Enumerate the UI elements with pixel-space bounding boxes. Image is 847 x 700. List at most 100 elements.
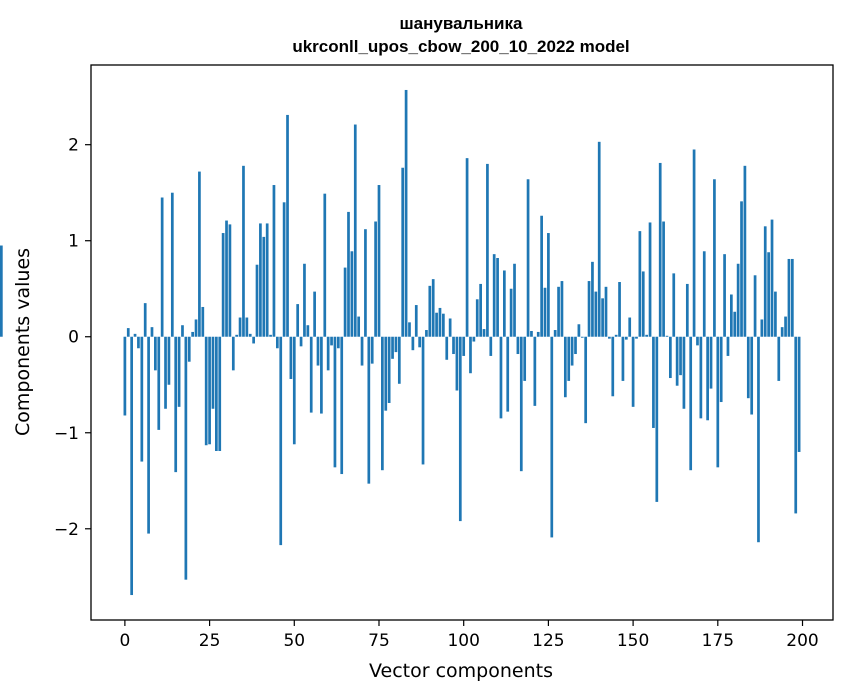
bar-component-141 xyxy=(601,298,604,337)
bar-component-192 xyxy=(774,291,777,337)
bar-component-167 xyxy=(689,336,693,471)
bar-component-128 xyxy=(557,286,560,337)
bar-component-168 xyxy=(692,149,696,337)
bar-component-69 xyxy=(357,316,361,337)
bar-component-127 xyxy=(553,330,557,337)
bar-component-123 xyxy=(540,215,543,337)
x-tick-label: 25 xyxy=(199,631,221,651)
bar-component-144 xyxy=(611,336,615,397)
bar-component-16 xyxy=(177,336,181,407)
y-tick-label: −1 xyxy=(54,424,79,444)
bar-component-67 xyxy=(350,251,354,337)
bar-component-162 xyxy=(672,273,676,337)
bar-component-198 xyxy=(794,336,798,514)
x-axis-label: Vector components xyxy=(369,660,553,682)
bar-component-126 xyxy=(550,336,554,538)
bar-component-191 xyxy=(770,219,774,337)
bar-component-149 xyxy=(628,317,632,337)
bar-component-138 xyxy=(591,261,594,337)
bar-component-124 xyxy=(543,287,547,337)
bar-component-92 xyxy=(435,312,438,337)
bar-component-42 xyxy=(265,223,269,337)
bar-component-100 xyxy=(462,336,466,356)
bar-component-181 xyxy=(736,263,740,337)
bar-component-17 xyxy=(181,325,184,337)
bar-component-46 xyxy=(279,336,283,546)
bar-component-33 xyxy=(235,334,239,337)
bar-component-111 xyxy=(499,336,503,419)
bar-component-36 xyxy=(245,317,249,337)
bar-component-125 xyxy=(547,233,550,337)
bar-component-20 xyxy=(191,331,194,337)
bar-component-37 xyxy=(248,333,252,337)
bar-component-117 xyxy=(519,336,523,472)
bar-component-28 xyxy=(218,336,222,451)
bar-component-193 xyxy=(777,336,781,381)
bar-component-107 xyxy=(486,163,489,337)
bar-component-146 xyxy=(618,282,621,337)
bar-component-74 xyxy=(374,221,377,337)
bar-component-63 xyxy=(336,336,340,349)
bar-component-29 xyxy=(221,233,225,337)
x-tick-label: 100 xyxy=(447,631,479,651)
bar-component-163 xyxy=(675,336,679,386)
bar-component-190 xyxy=(767,252,770,337)
bar-component-84 xyxy=(408,322,411,337)
bar-component-58 xyxy=(320,336,323,414)
bar-component-10 xyxy=(157,336,161,430)
bar-component-148 xyxy=(624,336,628,340)
bar-component-113 xyxy=(506,336,510,412)
bar-component-173 xyxy=(709,336,713,389)
bar-component-172 xyxy=(706,336,709,421)
bar-component-68 xyxy=(353,124,357,337)
bar-component-170 xyxy=(699,336,703,419)
bar-component-78 xyxy=(387,336,391,403)
bar-component-103 xyxy=(472,336,476,342)
bar-component-31 xyxy=(228,224,232,337)
bar-component-38 xyxy=(252,336,255,344)
bar-component-4 xyxy=(137,336,140,349)
y-tick-label: 0 xyxy=(68,328,79,348)
bar-component-153 xyxy=(641,271,645,337)
bar-component-197 xyxy=(790,258,794,337)
bar-component-70 xyxy=(360,336,364,366)
bar-component-76 xyxy=(381,336,384,471)
bar-component-110 xyxy=(496,258,499,337)
bar-component-40 xyxy=(259,223,262,337)
bar-component-54 xyxy=(306,325,310,337)
bar-component-86 xyxy=(414,305,418,337)
y-axis-label: Components values xyxy=(12,248,34,436)
x-tick-label: 0 xyxy=(119,631,130,651)
bar-component-119 xyxy=(526,179,530,337)
bar-component-25 xyxy=(208,336,211,445)
bar-component-135 xyxy=(580,336,584,338)
bar-component-101 xyxy=(465,158,469,337)
bar-component-26 xyxy=(211,336,215,409)
bar-component-120 xyxy=(530,330,533,337)
bar-component-34 xyxy=(238,317,242,337)
bar-component-71 xyxy=(364,229,367,337)
bar-component-187 xyxy=(757,336,760,543)
bar-component-114 xyxy=(509,288,513,337)
bar-component-112 xyxy=(503,270,506,337)
bar-component-2 xyxy=(130,336,134,596)
bar-component-83 xyxy=(404,89,408,337)
bar-component-199 xyxy=(797,336,801,452)
bar-component-96 xyxy=(448,318,452,337)
bar-component-175 xyxy=(716,336,720,468)
bar-component-64 xyxy=(340,336,344,475)
bar-component-147 xyxy=(621,336,625,381)
bar-component-164 xyxy=(679,336,682,376)
x-tick-label: 200 xyxy=(786,631,818,651)
bar-component-undefined xyxy=(0,245,3,337)
bar-component-158 xyxy=(658,162,662,337)
bar-component-151 xyxy=(635,336,638,339)
bar-component-157 xyxy=(655,336,659,502)
y-tick-label: −2 xyxy=(54,520,79,540)
bar-component-97 xyxy=(452,336,455,355)
bar-component-105 xyxy=(479,283,482,337)
bar-component-6 xyxy=(143,303,147,337)
bar-component-56 xyxy=(313,291,316,337)
bar-component-30 xyxy=(225,220,228,337)
